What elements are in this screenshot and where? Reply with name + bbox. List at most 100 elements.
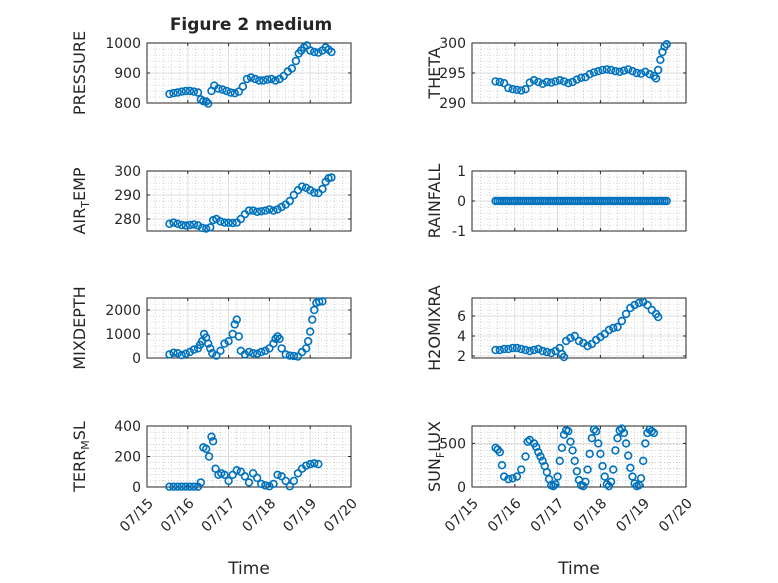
data-point (613, 322, 622, 332)
data-point (574, 336, 584, 346)
data-point (201, 97, 211, 106)
data-point (177, 87, 186, 96)
data-point (257, 347, 266, 357)
x-tick-label: 07/17 (528, 496, 568, 536)
data-point (165, 89, 174, 99)
data-point (279, 71, 288, 81)
y-axis-label: RAINFALL (425, 164, 444, 239)
y-axis-label: PRESSURE (70, 31, 89, 115)
data-point (491, 77, 500, 86)
data-point (240, 350, 250, 359)
data-point (289, 476, 299, 486)
y-tick-label: 280 (114, 212, 141, 228)
data-point (285, 351, 294, 360)
data-point (220, 339, 229, 348)
data-point (206, 344, 215, 353)
y-tick-label: 2 (457, 349, 466, 365)
data-point (208, 349, 217, 358)
data-point (662, 196, 671, 206)
data-point (600, 472, 609, 481)
data-point (306, 186, 315, 195)
data-point (589, 425, 599, 434)
data-point (265, 344, 274, 353)
y-axis-label: AIRTEMP (70, 167, 92, 234)
data-point (189, 345, 199, 354)
figure-title: Figure 2 medium (170, 15, 332, 35)
data-point (576, 73, 586, 83)
data-point (626, 463, 635, 473)
data-point (281, 476, 290, 486)
data-point (222, 86, 231, 96)
data-point (499, 344, 509, 354)
data-point (621, 439, 631, 448)
data-point (604, 481, 614, 491)
data-point (204, 452, 214, 461)
data-point (234, 332, 244, 341)
data-point (177, 220, 186, 230)
data-point (306, 46, 315, 55)
x-tick-label: 07/19 (613, 496, 653, 536)
data-point (236, 214, 246, 224)
subplot-mixdepth: 0 1000 2000 MIXDEPTH (70, 286, 352, 370)
data-point (289, 351, 299, 361)
subplot-rainfall: -1 0 1 RAINFALL (425, 164, 687, 240)
data-point (301, 183, 311, 193)
axes-box (471, 297, 687, 359)
data-point (553, 472, 562, 481)
data-point (242, 74, 252, 84)
data-point (649, 428, 659, 438)
data-point (327, 173, 336, 182)
subplot-pressure: 800 900 1000 PRESSURE (70, 31, 352, 115)
data-point (230, 88, 239, 98)
data-point (236, 467, 246, 476)
data-point (542, 77, 552, 87)
data-point (579, 481, 588, 491)
data-point (504, 83, 513, 93)
data-point (566, 333, 575, 343)
y-tick-label: 295 (439, 66, 466, 82)
y-tick-label: 500 (439, 436, 466, 452)
y-tick-label: 1000 (105, 327, 141, 343)
data-point (512, 343, 522, 353)
data-point (619, 428, 629, 438)
data-point (495, 447, 505, 457)
y-tick-label: 200 (114, 450, 141, 466)
data-point (589, 68, 599, 77)
data-point (232, 466, 241, 475)
data-point (181, 349, 190, 358)
data-point (624, 451, 633, 460)
data-point (193, 221, 203, 230)
y-axis-label: TERRMSL (70, 421, 92, 493)
data-point (293, 469, 303, 478)
data-point (517, 344, 526, 354)
data-point (572, 75, 582, 84)
data-point (263, 75, 272, 84)
y-tick-label: 400 (114, 419, 141, 435)
data-point (609, 323, 618, 333)
y-tick-label: 800 (114, 96, 141, 112)
y-tick-label: 290 (114, 188, 141, 204)
data-point (318, 297, 327, 306)
data-point (165, 350, 174, 359)
data-point (212, 214, 221, 224)
data-point (193, 88, 203, 97)
axes-box (146, 297, 352, 359)
data-point (536, 452, 545, 461)
x-axis-label: Time (557, 559, 600, 579)
data-point (269, 479, 278, 489)
data-point (587, 434, 597, 443)
data-point (228, 470, 237, 479)
data-point (512, 472, 522, 481)
data-point (611, 66, 620, 76)
data-point (542, 467, 552, 477)
data-point (495, 77, 505, 87)
data-point (538, 346, 547, 356)
data-point (275, 334, 284, 343)
x-tick-label: 07/18 (239, 496, 279, 536)
y-axis-label: H2OMIXRA (425, 285, 444, 371)
data-point (252, 349, 262, 358)
data-point (656, 55, 665, 64)
data-point (310, 305, 319, 315)
